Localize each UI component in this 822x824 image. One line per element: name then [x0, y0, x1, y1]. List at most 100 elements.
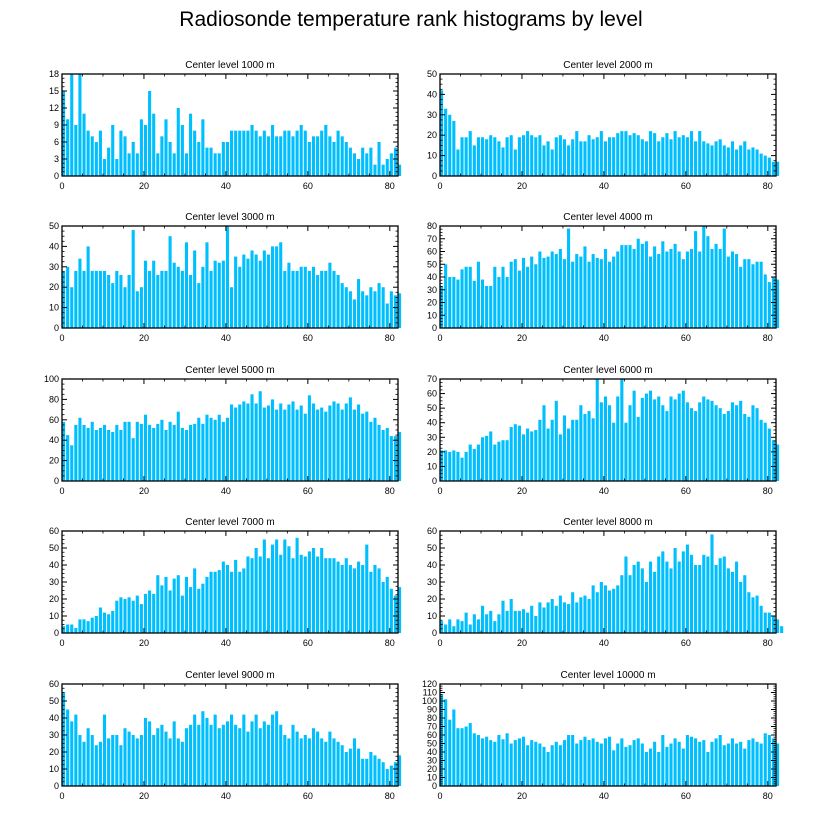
- histogram-bar: [468, 723, 472, 786]
- histogram-bar: [316, 274, 320, 328]
- histogram-bar: [164, 576, 168, 633]
- histogram-bar: [336, 130, 340, 176]
- histogram-bar: [62, 626, 66, 633]
- histogram-bar: [258, 556, 262, 633]
- histogram-bar: [344, 287, 348, 328]
- histogram-bar: [393, 147, 397, 176]
- y-tick-label: 50: [49, 221, 59, 231]
- y-tick-label: 110: [423, 688, 437, 698]
- histogram-bar: [550, 745, 554, 786]
- histogram-bar: [238, 571, 242, 633]
- histogram-bar: [148, 270, 152, 328]
- histogram-bar: [771, 161, 775, 176]
- histogram-bar: [608, 137, 612, 176]
- histogram-bar: [636, 238, 640, 328]
- histogram-bar: [706, 556, 710, 633]
- histogram-bar: [440, 450, 444, 481]
- histogram-bar: [681, 390, 685, 481]
- x-tick-label: 80: [763, 486, 773, 496]
- histogram-bar: [583, 141, 587, 176]
- x-tick-label: 40: [599, 181, 609, 191]
- histogram-bar: [657, 254, 661, 328]
- histogram-bar: [139, 287, 143, 328]
- histogram-bar: [238, 266, 242, 328]
- histogram-bar: [148, 590, 152, 633]
- histogram-bar: [291, 558, 295, 633]
- histogram-bar: [538, 419, 542, 481]
- histogram-bar: [328, 262, 332, 328]
- histogram-bar: [513, 424, 517, 481]
- histogram-bar: [156, 728, 160, 786]
- x-tick-label: 80: [763, 791, 773, 801]
- histogram-bar: [460, 728, 464, 786]
- histogram-bar: [542, 607, 546, 633]
- histogram-bar: [489, 285, 493, 328]
- histogram-bar: [521, 434, 526, 481]
- histogram-bar: [694, 565, 698, 633]
- histogram-bar: [689, 554, 694, 633]
- histogram-bar: [489, 610, 493, 633]
- histogram-bar: [542, 746, 546, 786]
- histogram-bar: [369, 421, 373, 481]
- histogram-bar: [677, 251, 681, 328]
- histogram-bar: [184, 430, 189, 481]
- histogram-bar: [242, 130, 246, 176]
- histogram-bar: [369, 571, 373, 633]
- histogram-bar: [657, 752, 661, 786]
- y-tick-label: 10: [427, 461, 437, 471]
- histogram-bar: [246, 258, 250, 328]
- histogram-bar: [677, 561, 681, 633]
- histogram-bar: [160, 270, 164, 328]
- histogram-bar: [726, 743, 730, 786]
- histogram-bar: [632, 565, 636, 633]
- y-tick-label: 10: [49, 764, 59, 774]
- histogram-bar: [526, 745, 530, 786]
- histogram-bar: [456, 728, 460, 786]
- y-tick-label: 60: [49, 415, 59, 425]
- histogram-bar: [295, 409, 299, 481]
- x-tick-label: 40: [221, 181, 231, 191]
- histogram-bar: [246, 130, 250, 176]
- histogram-bar: [546, 602, 550, 633]
- histogram-bar: [205, 576, 209, 633]
- histogram-bar: [677, 741, 681, 786]
- histogram-bar: [361, 413, 365, 481]
- histogram-bar: [168, 590, 172, 633]
- histogram-bar: [776, 161, 780, 176]
- histogram-bar: [111, 610, 115, 633]
- histogram-bar: [472, 280, 476, 328]
- histogram-bar: [747, 592, 751, 633]
- x-tick-label: 0: [437, 638, 442, 648]
- histogram-bar: [152, 260, 156, 328]
- histogram-bar: [201, 266, 205, 328]
- histogram-bar: [640, 243, 644, 328]
- histogram-bar: [62, 270, 66, 328]
- histogram-bar: [373, 291, 377, 328]
- histogram-bar: [513, 610, 517, 633]
- histogram-bar: [599, 582, 603, 633]
- histogram-bar: [702, 141, 706, 176]
- histogram-bar: [624, 245, 628, 328]
- histogram-bar: [517, 137, 521, 176]
- histogram-bar: [771, 616, 775, 633]
- histogram-bar: [189, 724, 193, 786]
- histogram-bar: [644, 752, 648, 786]
- histogram-bar: [468, 624, 472, 633]
- histogram-bar: [348, 565, 352, 633]
- histogram-bar: [365, 411, 369, 481]
- histogram-bar: [456, 451, 460, 481]
- histogram-bar: [70, 74, 74, 176]
- histogram-bar: [143, 414, 148, 481]
- histogram-bar: [320, 130, 324, 176]
- histogram-bar: [307, 395, 311, 481]
- histogram-bar: [460, 457, 464, 481]
- histogram-bar: [554, 254, 558, 328]
- histogram-bar: [530, 135, 534, 176]
- histogram-bar: [328, 558, 332, 633]
- histogram-bar: [348, 748, 352, 786]
- histogram-bar: [197, 142, 201, 176]
- x-tick-label: 80: [385, 333, 395, 343]
- histogram-bar: [98, 607, 102, 633]
- histogram-bar: [82, 741, 86, 786]
- histogram-bar: [722, 413, 726, 481]
